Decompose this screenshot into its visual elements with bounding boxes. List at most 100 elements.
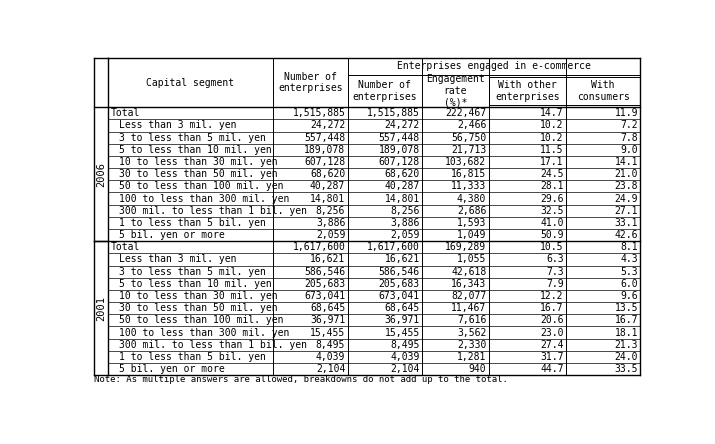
- Text: 50.9: 50.9: [540, 230, 563, 240]
- Text: 17.1: 17.1: [540, 157, 563, 167]
- Text: 36,971: 36,971: [385, 315, 420, 325]
- Text: 24,272: 24,272: [385, 120, 420, 131]
- Text: 1,055: 1,055: [457, 254, 486, 265]
- Text: 28.1: 28.1: [540, 181, 563, 191]
- Text: 10.2: 10.2: [540, 120, 563, 131]
- Text: 16,621: 16,621: [385, 254, 420, 265]
- Text: 2,059: 2,059: [316, 230, 345, 240]
- Text: 56,750: 56,750: [451, 133, 486, 143]
- Text: 82,077: 82,077: [451, 291, 486, 301]
- Text: 16.7: 16.7: [615, 315, 638, 325]
- Text: 16,343: 16,343: [451, 279, 486, 289]
- Text: 42.6: 42.6: [615, 230, 638, 240]
- Text: 586,546: 586,546: [304, 266, 345, 277]
- Text: 189,078: 189,078: [379, 145, 420, 155]
- Text: Enterprises engaged in e-commerce: Enterprises engaged in e-commerce: [397, 61, 591, 71]
- Text: 41.0: 41.0: [540, 218, 563, 228]
- Text: With other
enterprises: With other enterprises: [495, 80, 560, 102]
- Text: 607,128: 607,128: [379, 157, 420, 167]
- Text: 607,128: 607,128: [304, 157, 345, 167]
- Text: 2,686: 2,686: [457, 206, 486, 216]
- Text: 4,039: 4,039: [316, 352, 345, 362]
- Text: 189,078: 189,078: [304, 145, 345, 155]
- Text: 7.2: 7.2: [621, 120, 638, 131]
- Text: 1 to less than 5 bil. yen: 1 to less than 5 bil. yen: [119, 352, 266, 362]
- Text: 2,466: 2,466: [457, 120, 486, 131]
- Text: 10 to less than 30 mil. yen: 10 to less than 30 mil. yen: [119, 157, 277, 167]
- Text: 23.8: 23.8: [615, 181, 638, 191]
- Text: 3,886: 3,886: [316, 218, 345, 228]
- Text: 1,617,600: 1,617,600: [367, 242, 420, 252]
- Text: 10.2: 10.2: [540, 133, 563, 143]
- Text: 68,645: 68,645: [385, 303, 420, 313]
- Text: 2006: 2006: [96, 162, 106, 186]
- Text: 36,971: 36,971: [310, 315, 345, 325]
- Text: 27.1: 27.1: [615, 206, 638, 216]
- Text: 30 to less than 50 mil. yen: 30 to less than 50 mil. yen: [119, 169, 277, 179]
- Text: 103,682: 103,682: [445, 157, 486, 167]
- Text: 4.3: 4.3: [621, 254, 638, 265]
- Text: Engagement
rate
(%)*: Engagement rate (%)*: [426, 75, 485, 107]
- Text: 3 to less than 5 mil. yen: 3 to less than 5 mil. yen: [119, 133, 266, 143]
- Text: 1,049: 1,049: [457, 230, 486, 240]
- Text: 40,287: 40,287: [310, 181, 345, 191]
- Text: 11.5: 11.5: [540, 145, 563, 155]
- Text: 11,333: 11,333: [451, 181, 486, 191]
- Text: Less than 3 mil. yen: Less than 3 mil. yen: [119, 120, 237, 131]
- Text: 32.5: 32.5: [540, 206, 563, 216]
- Text: 7.9: 7.9: [546, 279, 563, 289]
- Text: 205,683: 205,683: [379, 279, 420, 289]
- Text: 1 to less than 5 bil. yen: 1 to less than 5 bil. yen: [119, 218, 266, 228]
- Text: 4,039: 4,039: [390, 352, 420, 362]
- Text: 1,617,600: 1,617,600: [292, 242, 345, 252]
- Text: 21.3: 21.3: [615, 340, 638, 350]
- Text: 5 to less than 10 mil. yen: 5 to less than 10 mil. yen: [119, 145, 272, 155]
- Text: 33.1: 33.1: [615, 218, 638, 228]
- Text: 50 to less than 100 mil. yen: 50 to less than 100 mil. yen: [119, 315, 283, 325]
- Text: 14.1: 14.1: [615, 157, 638, 167]
- Text: 9.0: 9.0: [621, 145, 638, 155]
- Text: 2,330: 2,330: [457, 340, 486, 350]
- Text: 8.1: 8.1: [621, 242, 638, 252]
- Text: 68,645: 68,645: [310, 303, 345, 313]
- Text: 10.5: 10.5: [540, 242, 563, 252]
- Text: 21.0: 21.0: [615, 169, 638, 179]
- Text: 8,495: 8,495: [316, 340, 345, 350]
- Text: 6.0: 6.0: [621, 279, 638, 289]
- Text: 6.3: 6.3: [546, 254, 563, 265]
- Text: 7,616: 7,616: [457, 315, 486, 325]
- Text: 673,041: 673,041: [379, 291, 420, 301]
- Text: Capital segment: Capital segment: [147, 78, 235, 87]
- Text: 21,713: 21,713: [451, 145, 486, 155]
- Text: 7.3: 7.3: [546, 266, 563, 277]
- Text: 8,495: 8,495: [390, 340, 420, 350]
- Text: 5 to less than 10 mil. yen: 5 to less than 10 mil. yen: [119, 279, 272, 289]
- Text: 12.2: 12.2: [540, 291, 563, 301]
- Text: 15,455: 15,455: [385, 328, 420, 337]
- Text: 3,562: 3,562: [457, 328, 486, 337]
- Text: 7.8: 7.8: [621, 133, 638, 143]
- Text: 16,621: 16,621: [310, 254, 345, 265]
- Text: 14,801: 14,801: [310, 194, 345, 203]
- Text: 20.6: 20.6: [540, 315, 563, 325]
- Text: 29.6: 29.6: [540, 194, 563, 203]
- Text: 11.9: 11.9: [615, 108, 638, 118]
- Text: 586,546: 586,546: [379, 266, 420, 277]
- Text: 15,455: 15,455: [310, 328, 345, 337]
- Text: Total: Total: [111, 108, 140, 118]
- Text: 2,104: 2,104: [316, 364, 345, 374]
- Text: 68,620: 68,620: [385, 169, 420, 179]
- Text: 2001: 2001: [96, 296, 106, 321]
- Text: 24.0: 24.0: [615, 352, 638, 362]
- Text: 24,272: 24,272: [310, 120, 345, 131]
- Text: 3 to less than 5 mil. yen: 3 to less than 5 mil. yen: [119, 266, 266, 277]
- Text: 16.7: 16.7: [540, 303, 563, 313]
- Text: 8,256: 8,256: [390, 206, 420, 216]
- Text: 24.5: 24.5: [540, 169, 563, 179]
- Text: 2,104: 2,104: [390, 364, 420, 374]
- Text: 222,467: 222,467: [445, 108, 486, 118]
- Text: 100 to less than 300 mil. yen: 100 to less than 300 mil. yen: [119, 194, 289, 203]
- Text: Number of
enterprises: Number of enterprises: [278, 72, 342, 93]
- Text: 9.6: 9.6: [621, 291, 638, 301]
- Text: 50 to less than 100 mil. yen: 50 to less than 100 mil. yen: [119, 181, 283, 191]
